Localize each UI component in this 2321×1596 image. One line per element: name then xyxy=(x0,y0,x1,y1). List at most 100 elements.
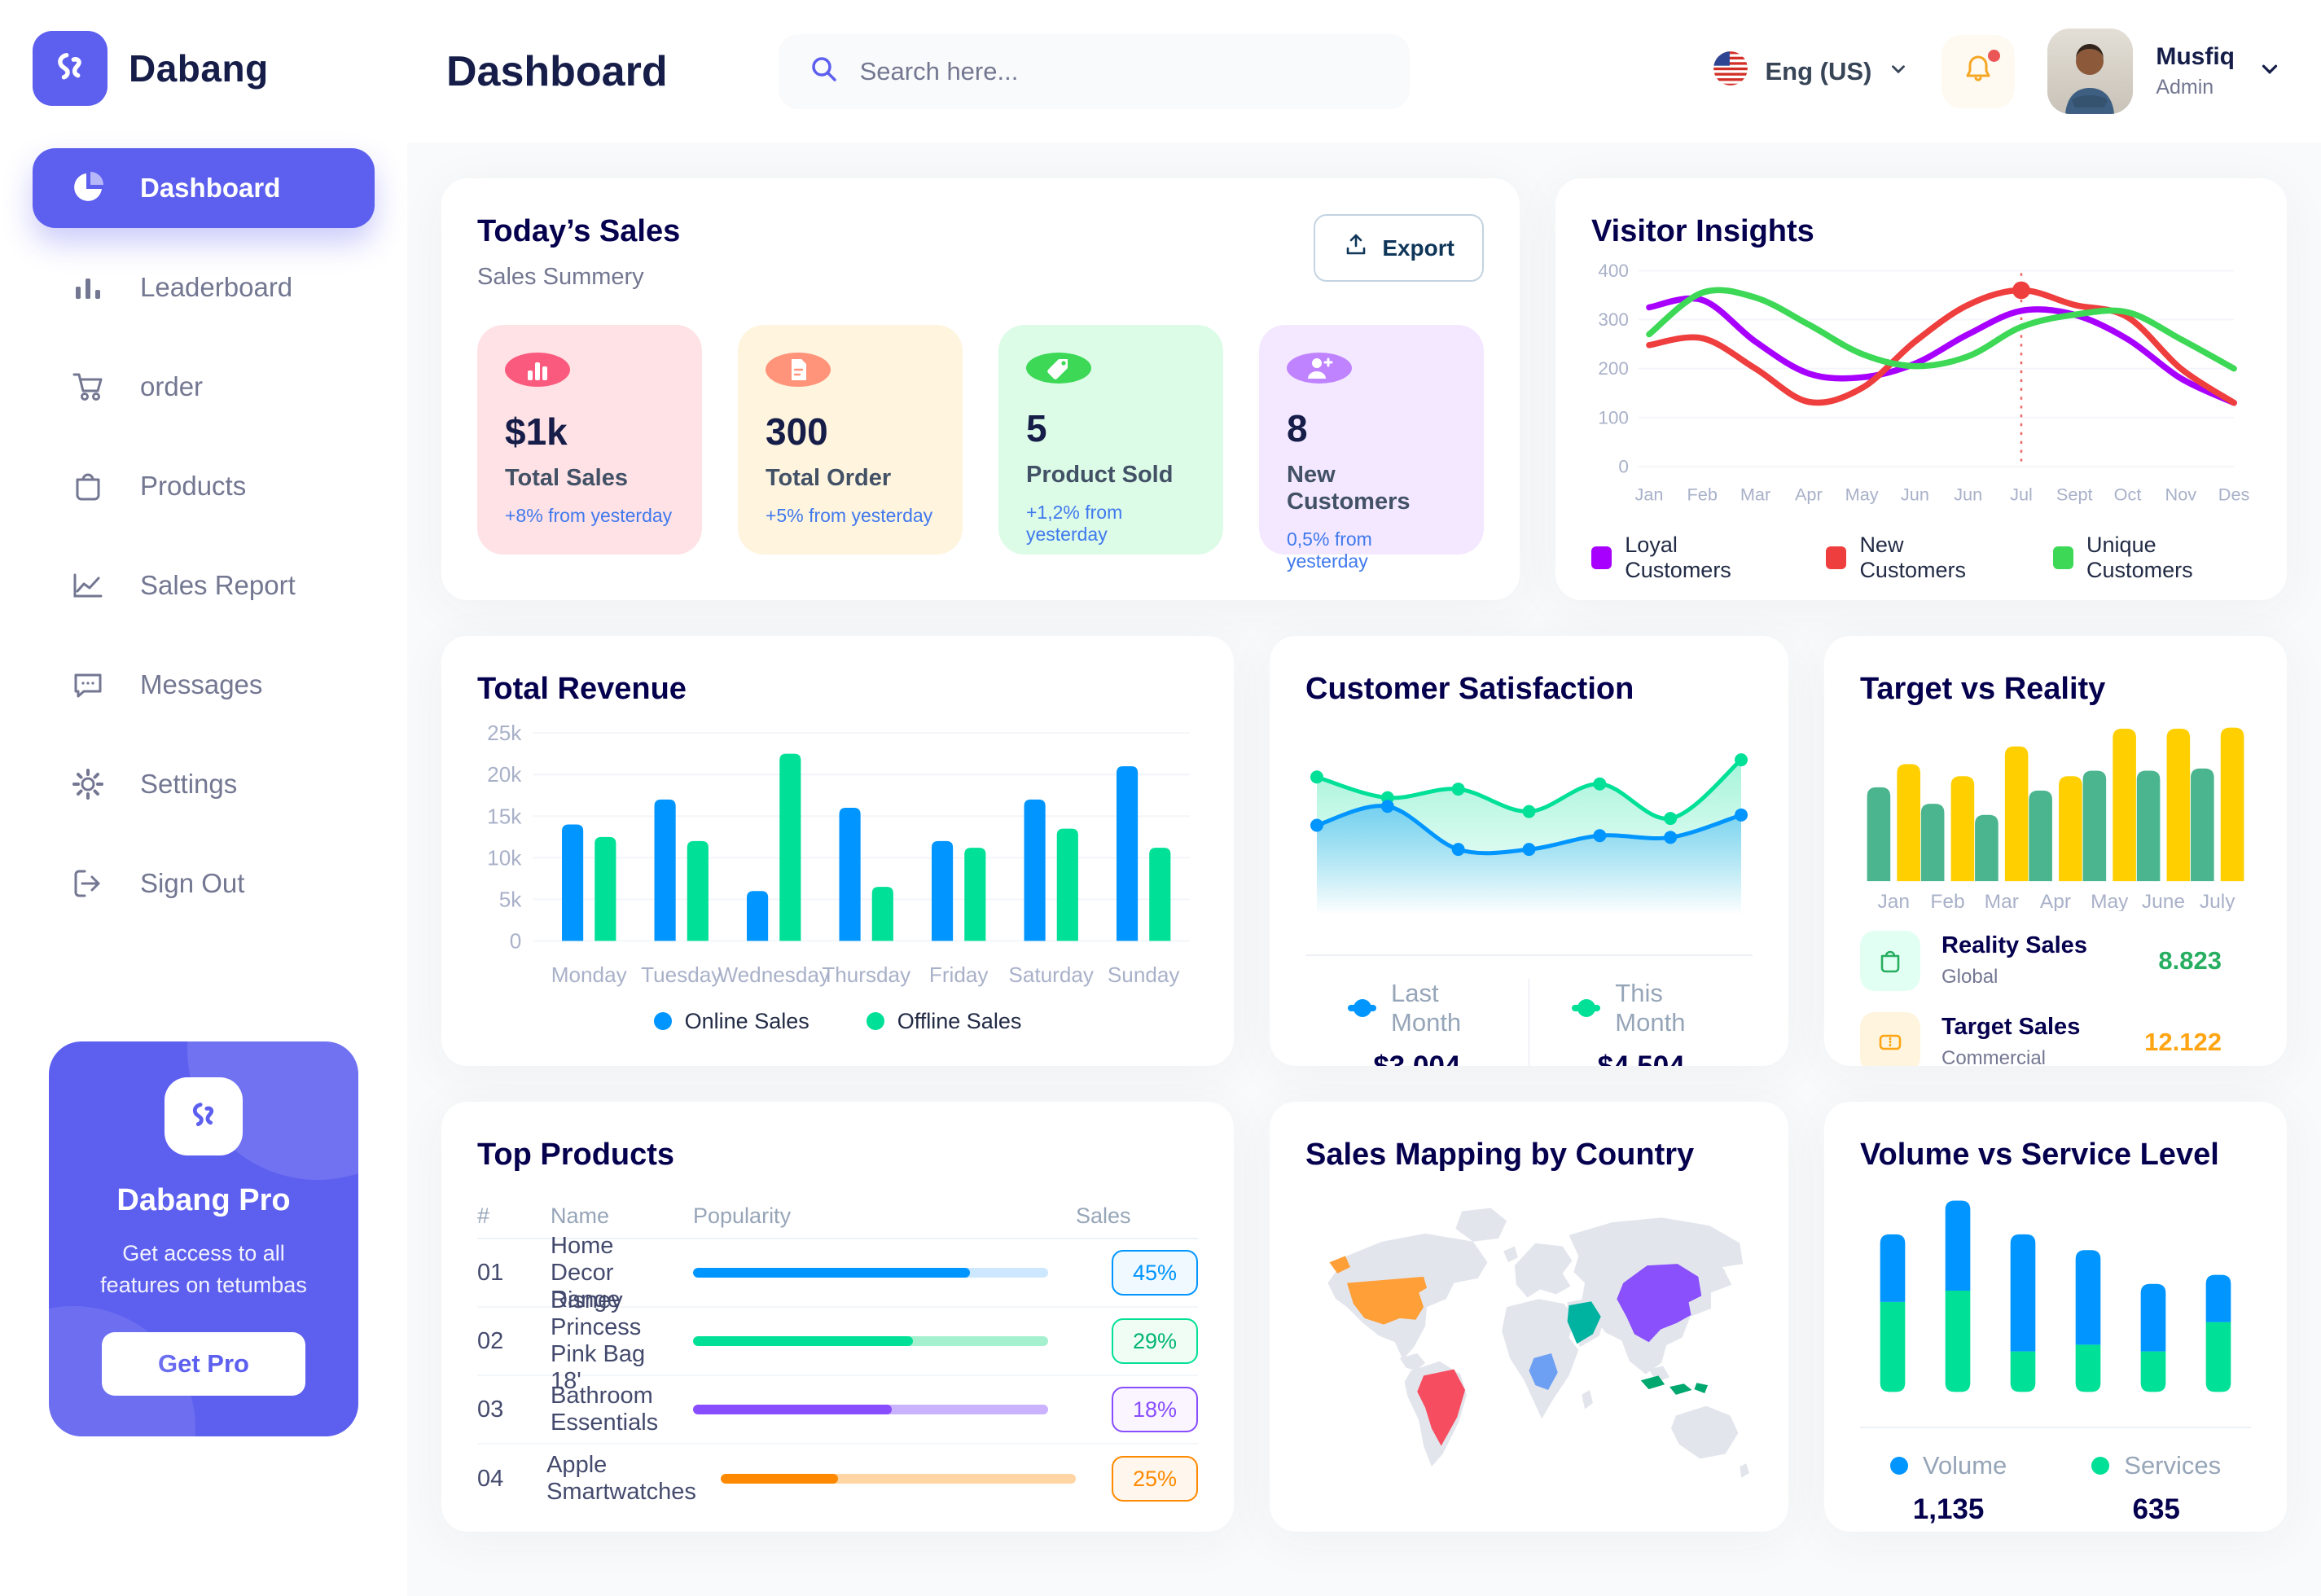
sidebar-nav: Dashboard Leaderboard order Products xyxy=(0,148,407,923)
export-button[interactable]: Export xyxy=(1314,214,1484,282)
target-vs-reality-legend: Reality Sales Global 8.823 Target Sales xyxy=(1860,930,2251,1066)
reality-sales-value: 8.823 xyxy=(2158,945,2222,975)
visitor-insights-legend: Loyal Customers New Customers Unique Cus… xyxy=(1591,533,2251,583)
svg-text:0: 0 xyxy=(510,929,522,954)
volume-service-chart xyxy=(1880,1200,2231,1392)
map-saudi-arabia xyxy=(1567,1301,1601,1344)
loyal-customers-swatch xyxy=(1591,546,1612,570)
product-name: Bathroom Essentials xyxy=(551,1383,659,1436)
map-greenland xyxy=(1455,1208,1507,1242)
sidebar-item-messages[interactable]: Messages xyxy=(33,645,375,725)
sales-badge: 45% xyxy=(1112,1250,1198,1296)
svg-text:Wednesday: Wednesday xyxy=(717,962,830,987)
visitor-insights-card: Visitor Insights 0 100 200 300 400 Jan Feb Mar A… xyxy=(1555,178,2287,600)
main-area: Dashboard Eng (US) xyxy=(407,0,2321,1596)
legend-separator xyxy=(1528,978,1530,1066)
total-sales-value: $1k xyxy=(505,410,568,453)
user-plus-icon xyxy=(1287,353,1352,384)
svg-text:100: 100 xyxy=(1598,407,1629,428)
pro-logo-icon xyxy=(165,1076,243,1155)
new-customers-value: 8 xyxy=(1287,407,1308,449)
sales-mapping-card: Sales Mapping by Country xyxy=(1270,1102,1788,1532)
pro-card-subtitle-line1: Get access to all xyxy=(122,1240,285,1265)
svg-text:Thursday: Thursday xyxy=(822,962,911,987)
svg-text:Feb: Feb xyxy=(1930,891,1964,911)
table-row[interactable]: 04 Apple Smartwatches 25% xyxy=(477,1445,1198,1513)
sidebar-item-settings[interactable]: Settings xyxy=(33,744,375,824)
target-sales-row: Target Sales Commercial 12.122 xyxy=(1860,1011,2251,1066)
map-alaska xyxy=(1329,1256,1350,1274)
total-revenue-chart: 0 5k 10k 15k 20k 25k Monday TuesdayWednesdayThu… xyxy=(487,721,1190,987)
pro-card-title: Dabang Pro xyxy=(116,1182,291,1217)
sidebar-item-label: Sign Out xyxy=(140,868,245,898)
svg-text:0: 0 xyxy=(1618,456,1629,476)
map-europe xyxy=(1514,1243,1573,1298)
sidebar-item-sales-report[interactable]: Sales Report xyxy=(33,546,375,625)
target-sales-value: 12.122 xyxy=(2144,1027,2222,1056)
pie-chart-icon xyxy=(68,169,107,208)
this-month-total: $4,504 xyxy=(1598,1050,1685,1066)
reality-sales-row: Reality Sales Global 8.823 xyxy=(1860,930,2251,991)
customer-satisfaction-title: Customer Satisfaction xyxy=(1305,672,1634,706)
legend-label: Unique Customers xyxy=(2086,533,2193,583)
notifications-button[interactable] xyxy=(1941,34,2016,108)
top-products-table: # Name Popularity Sales 01 Home Decor Ra… xyxy=(477,1194,1198,1513)
language-selector[interactable]: Eng (US) xyxy=(1713,50,1909,93)
total-sales-change: +8% from yesterday xyxy=(505,505,673,526)
svg-text:Sunday: Sunday xyxy=(1108,962,1181,987)
table-row[interactable]: 03 Bathroom Essentials 18% xyxy=(477,1376,1198,1445)
export-label: Export xyxy=(1382,235,1454,261)
brand-logo-icon xyxy=(33,31,107,106)
svg-text:Mar: Mar xyxy=(1740,484,1770,505)
user-name: Musfiq xyxy=(2156,43,2235,70)
last-month-total: $3,004 xyxy=(1373,1050,1460,1066)
sidebar-item-products[interactable]: Products xyxy=(33,446,375,526)
volume-service-title: Volume vs Service Level xyxy=(1860,1138,2219,1172)
us-flag-icon xyxy=(1713,50,1748,93)
svg-text:10k: 10k xyxy=(487,845,522,870)
volume-service-legend: Volume 1,135 Services 635 xyxy=(1860,1451,2251,1526)
sidebar-item-order[interactable]: order xyxy=(33,347,375,427)
language-label: Eng (US) xyxy=(1765,56,1872,86)
customer-satisfaction-card: Customer Satisfaction Last Month $3,004 xyxy=(1270,636,1788,1066)
total-order-card: 300 Total Order +5% from yesterday xyxy=(738,325,963,555)
sidebar-item-label: Settings xyxy=(140,769,238,799)
gear-icon xyxy=(68,765,107,804)
sidebar-item-label: order xyxy=(140,371,204,401)
map-china xyxy=(1617,1264,1702,1343)
total-order-change: +5% from yesterday xyxy=(766,505,933,526)
volume-total: 1,135 xyxy=(1912,1493,1985,1525)
page-title: Dashboard xyxy=(446,47,668,95)
volume-service-card: Volume vs Service Level Volume 1,135 Ser… xyxy=(1824,1102,2287,1532)
svg-text:Apr: Apr xyxy=(1795,484,1823,505)
table-row[interactable]: 02 Disney Princess Pink Bag 18' 29% xyxy=(477,1287,1198,1394)
legend-label: Offline Sales xyxy=(897,1008,1022,1033)
sidebar-item-sign-out[interactable]: Sign Out xyxy=(33,844,375,923)
search-input[interactable] xyxy=(859,56,1380,86)
ticket-icon xyxy=(1860,1011,1920,1066)
target-vs-reality-chart: Jan Feb Mar Apr May June July xyxy=(1867,727,2244,911)
get-pro-button[interactable]: Get Pro xyxy=(102,1332,305,1396)
header: Dashboard Eng (US) xyxy=(407,0,2321,142)
profile-menu[interactable]: Musfiq Admin xyxy=(2047,28,2282,114)
volume-dot xyxy=(1889,1456,1908,1475)
top-products-card: Top Products # Name Popularity Sales 01 … xyxy=(441,1102,1234,1532)
svg-text:200: 200 xyxy=(1598,358,1629,379)
sidebar-item-dashboard[interactable]: Dashboard xyxy=(33,148,375,228)
svg-text:Tuesday: Tuesday xyxy=(641,962,722,987)
sidebar-item-leaderboard[interactable]: Leaderboard xyxy=(33,248,375,327)
world-map xyxy=(1327,1208,1750,1478)
new-customers-label: New Customers xyxy=(1287,462,1411,515)
svg-text:5k: 5k xyxy=(499,888,523,912)
popularity-bar xyxy=(693,1336,1048,1346)
svg-text:Sept: Sept xyxy=(2056,484,2093,505)
search-bar[interactable] xyxy=(778,33,1410,109)
svg-text:Monday: Monday xyxy=(551,962,628,987)
table-row[interactable]: 01 Home Decor Range 45% xyxy=(477,1233,1198,1313)
header-sales: Sales xyxy=(1076,1203,1131,1228)
map-brazil xyxy=(1417,1369,1466,1446)
shopping-bag-icon xyxy=(1860,930,1920,991)
svg-text:Jun: Jun xyxy=(1954,484,1982,505)
map-australia xyxy=(1671,1405,1739,1459)
top-products-title: Top Products xyxy=(477,1138,675,1172)
